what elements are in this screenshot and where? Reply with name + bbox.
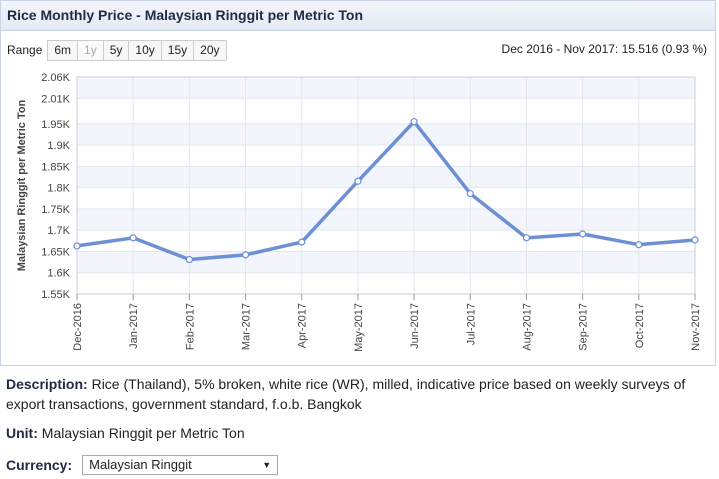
x-tick-label: Jan-2017 <box>128 303 140 349</box>
description: Description: Rice (Thailand), 5% broken,… <box>6 374 710 414</box>
range-20y-button[interactable]: 20y <box>193 39 227 61</box>
y-tick-label: 1.85K <box>41 161 70 173</box>
y-tick-label: 2.01K <box>41 93 70 105</box>
unit: Unit: Malaysian Ringgit per Metric Ton <box>6 425 245 441</box>
x-tick-label: Mar-2017 <box>241 303 253 350</box>
x-tick-label: Sep-2017 <box>578 303 590 351</box>
plot-band <box>77 208 695 231</box>
data-point <box>691 236 699 244</box>
description-text: Rice (Thailand), 5% broken, white rice (… <box>6 376 686 412</box>
plot-band <box>77 98 695 124</box>
plot-band <box>77 145 695 167</box>
data-point <box>129 234 137 242</box>
panel-title: Rice Monthly Price - Malaysian Ringgit p… <box>1 1 715 31</box>
plot-band <box>77 123 695 146</box>
range-selector: Range 6m 1y 5y 10y 15y 20y <box>7 39 227 61</box>
data-point <box>579 230 587 238</box>
data-point <box>73 242 81 250</box>
chevron-down-icon: ▼ <box>262 460 272 470</box>
chart-panel: Rice Monthly Price - Malaysian Ringgit p… <box>0 0 716 366</box>
data-point <box>354 177 362 185</box>
description-label: Description: <box>6 376 88 392</box>
range-10y-button[interactable]: 10y <box>128 39 162 61</box>
y-tick-label: 1.9K <box>47 140 70 152</box>
range-label: Range <box>7 43 43 57</box>
x-tick-label: Jun-2017 <box>409 303 421 349</box>
series-line <box>75 119 697 262</box>
x-tick-label: May-2017 <box>353 303 365 352</box>
range-15y-button[interactable]: 15y <box>160 39 195 61</box>
unit-text: Malaysian Ringgit per Metric Ton <box>41 425 245 441</box>
y-tick-label: 1.65K <box>41 246 70 258</box>
y-tick-label: 1.55K <box>41 289 70 301</box>
data-point <box>410 118 418 126</box>
currency-label: Currency: <box>6 457 73 473</box>
data-point <box>185 255 193 264</box>
range-1y-button: 1y <box>77 39 104 61</box>
y-tick-label: 1.8K <box>47 183 70 195</box>
currency-selected-value: Malaysian Ringgit <box>89 457 192 472</box>
plot-band <box>77 187 695 209</box>
data-point <box>522 234 531 242</box>
x-tick-label: Nov-2017 <box>690 303 702 351</box>
data-point <box>635 241 643 249</box>
data-point <box>298 238 306 246</box>
line-chart: 1.55K 1.6K 1.65K 1.7K 1.75K 1.8K 1.85K 1.9K 1.95… <box>16 72 702 352</box>
currency-select[interactable]: Malaysian Ringgit ▼ <box>82 455 279 475</box>
plot-band <box>77 230 695 252</box>
x-tick-label: Jul-2017 <box>465 303 477 345</box>
y-axis-title: Malaysian Ringgit per Metric Ton <box>16 99 28 271</box>
y-tick-label: 1.95K <box>41 119 70 131</box>
x-tick-label: Dec-2016 <box>72 303 84 351</box>
unit-label: Unit: <box>6 425 38 441</box>
plot-band <box>77 166 695 188</box>
plot-band <box>77 77 695 99</box>
y-tick-label: 1.6K <box>47 268 70 280</box>
x-tick-label: Aug-2017 <box>521 303 533 351</box>
range-6m-button[interactable]: 6m <box>47 39 79 61</box>
x-tick-label: Feb-2017 <box>184 303 196 350</box>
currency-row: Currency: Malaysian Ringgit ▼ <box>6 455 279 475</box>
range-summary: Dec 2016 - Nov 2017: 15.516 (0.93 %) <box>501 42 707 56</box>
data-point <box>241 251 250 259</box>
x-tick-label: Apr-2017 <box>297 303 309 348</box>
plot-border <box>76 76 696 295</box>
range-5y-button[interactable]: 5y <box>102 39 130 61</box>
y-tick-label: 1.75K <box>41 204 70 216</box>
y-tick-label: 1.7K <box>47 225 70 237</box>
plot-band <box>77 251 695 273</box>
plot-band <box>77 272 695 294</box>
data-point <box>466 189 474 198</box>
x-tick-label: Oct-2017 <box>634 303 646 348</box>
y-tick-label: 2.06K <box>41 72 70 84</box>
